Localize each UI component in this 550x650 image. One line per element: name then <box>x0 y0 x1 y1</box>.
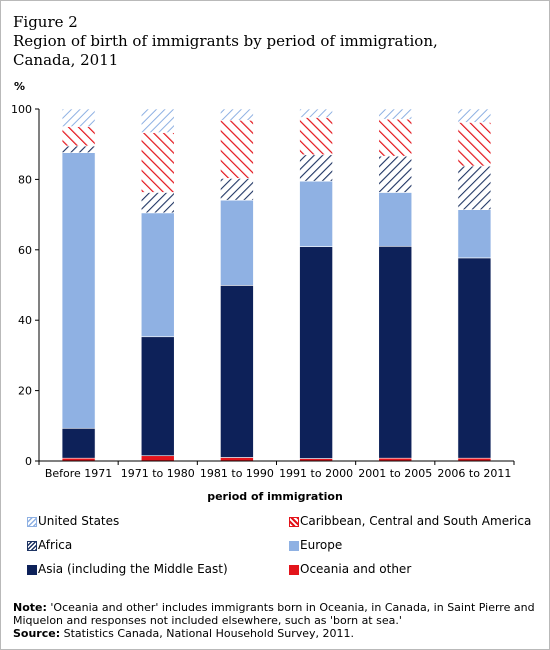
legend-swatch-us <box>27 517 37 527</box>
x-axis-title: period of immigration <box>207 490 343 503</box>
bar-segment-africa <box>299 154 333 182</box>
bar-segment-asia <box>140 336 175 457</box>
bar-segment-africa <box>140 192 175 214</box>
note-text: 'Oceania and other' includes immigrants … <box>13 601 535 627</box>
x-tick-label: Before 1971 <box>45 467 112 480</box>
y-tick-label: 40 <box>18 314 32 327</box>
chart-title: Region of birth of immigrants by period … <box>13 32 438 69</box>
bar-segment-oceania <box>140 455 175 462</box>
bar-segment-africa <box>220 178 254 201</box>
bar-segment-us <box>61 108 96 127</box>
y-tick-label: 0 <box>25 455 32 468</box>
bar-segment-us <box>140 108 175 133</box>
bar-segment-us <box>220 108 254 121</box>
bar-segment-oceania <box>220 457 254 462</box>
legend-label: United States <box>38 514 120 528</box>
chart-legend: United States Caribbean, Central and Sout… <box>27 514 547 590</box>
bar-segment-carib <box>299 117 333 156</box>
bar-segment-carib <box>220 119 254 179</box>
legend-swatch-carib <box>289 517 299 527</box>
bar-segment-africa <box>457 165 492 210</box>
legend-label: Caribbean, Central and South America <box>300 514 532 528</box>
bar-segment-carib <box>378 118 413 157</box>
x-tick-label: 1981 to 1990 <box>200 467 274 480</box>
bar-segment-asia <box>378 245 413 459</box>
bar-segment-europe <box>378 192 413 247</box>
legend-label: Asia (including the Middle East) <box>38 562 228 576</box>
bar-segment-europe <box>299 180 333 247</box>
figure-label: Figure 2 <box>13 13 78 31</box>
x-tick-label: 2006 to 2011 <box>437 467 511 480</box>
note-label: Note: <box>13 601 47 614</box>
bar-segment-europe <box>61 152 96 429</box>
legend-swatch-africa <box>27 541 37 551</box>
chart-note: Note: 'Oceania and other' includes immig… <box>13 601 541 640</box>
legend-label: Europe <box>300 538 343 552</box>
bar-segment-carib <box>61 126 96 147</box>
bar-segment-us <box>378 108 413 120</box>
bar-segment-carib <box>457 122 492 167</box>
y-axis-unit-label: % <box>14 80 26 93</box>
bar-segment-europe <box>457 209 492 259</box>
bar-segment-europe <box>220 199 254 286</box>
y-tick-label: 80 <box>18 173 32 186</box>
bar-segment-africa <box>61 145 96 153</box>
legend-swatch-oceania <box>289 565 299 575</box>
bar-segment-asia <box>61 427 96 459</box>
legend-label: Oceania and other <box>300 562 412 576</box>
bar-segment-asia <box>457 257 492 459</box>
legend-label: Africa <box>38 538 73 552</box>
x-tick-label: 2001 to 2005 <box>358 467 432 480</box>
stacked-bar-chart: 0 20 40 60 80 100 Before 1971 1971 to 1980 1981… <box>11 103 515 503</box>
x-tick-label: 1991 to 2000 <box>279 467 353 480</box>
y-tick-label: 100 <box>11 103 32 116</box>
bar-segment-carib <box>140 132 175 193</box>
legend-swatch-europe <box>289 541 299 551</box>
bar-segment-europe <box>140 212 175 338</box>
bar-segment-asia <box>220 285 254 458</box>
bar-segment-us <box>457 108 492 123</box>
source-label: Source: <box>13 627 61 640</box>
y-tick-label: 20 <box>18 385 32 398</box>
y-tick-label: 60 <box>18 244 32 257</box>
x-tick-label: 1971 to 1980 <box>121 467 195 480</box>
bar-segment-africa <box>378 155 413 193</box>
bar-segment-us <box>299 108 333 118</box>
bar-segment-asia <box>299 246 333 459</box>
source-text: Statistics Canada, National Household Su… <box>63 627 355 640</box>
legend-swatch-asia <box>27 565 37 575</box>
